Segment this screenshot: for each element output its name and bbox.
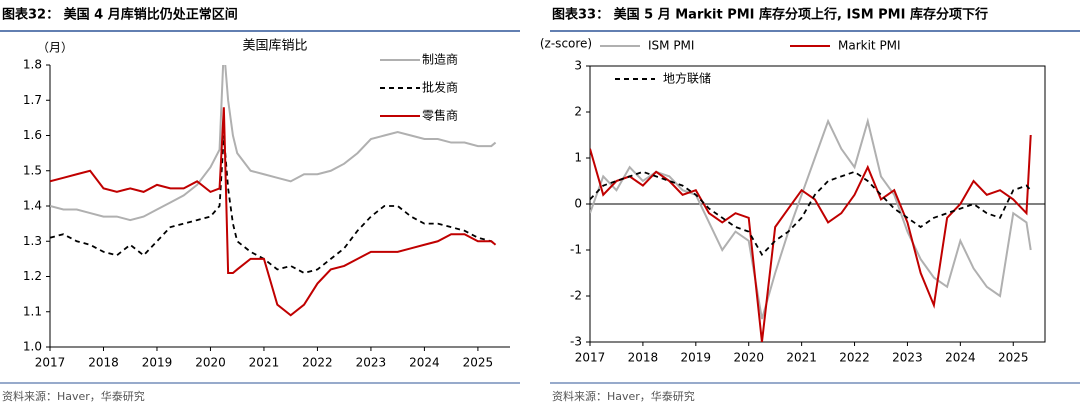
y-tick-label: 1.4 (23, 199, 42, 213)
y-tick-label: 1.8 (23, 58, 42, 72)
y-tick-label: 1.2 (23, 269, 42, 283)
x-tick-label: 2025 (998, 351, 1029, 365)
series-line (50, 135, 497, 274)
x-tick-label: 2022 (839, 351, 870, 365)
x-tick-label: 2017 (35, 356, 66, 370)
source-note: 资料来源：Haver，华泰研究 (2, 389, 145, 403)
x-tick-label: 2017 (575, 351, 606, 365)
series-line (50, 65, 497, 222)
x-tick-label: 2020 (195, 356, 226, 370)
y-tick-label: -1 (570, 243, 582, 257)
y-tick-label: 0 (574, 197, 582, 211)
source-note: 资料来源：Haver，华泰研究 (552, 389, 695, 403)
figure-caption: 图表33： 美国 5 月 Markit PMI 库存分项上行, ISM PMI … (552, 7, 988, 23)
y-tick-label: 1.6 (23, 128, 42, 142)
x-tick-label: 2025 (463, 356, 494, 370)
y-axis-label: （月） (37, 41, 73, 55)
legend-label: 零售商 (422, 108, 458, 123)
x-tick-label: 2023 (892, 351, 923, 365)
y-axis-label: (z-score) (540, 37, 592, 51)
series-line (590, 117, 1032, 320)
legend-label: 制造商 (422, 52, 458, 67)
series-line (50, 107, 497, 317)
x-tick-label: 2020 (733, 351, 764, 365)
x-tick-label: 2021 (786, 351, 817, 365)
x-tick-label: 2019 (142, 356, 173, 370)
y-tick-label: 1.7 (23, 93, 42, 107)
x-tick-label: 2021 (249, 356, 280, 370)
y-tick-label: 1.5 (23, 163, 42, 177)
plot-area (590, 117, 1032, 342)
y-tick-label: 2 (574, 105, 582, 119)
plot-area (50, 65, 497, 317)
x-tick-label: 2024 (945, 351, 976, 365)
y-tick-label: 1.1 (23, 304, 42, 318)
y-tick-label: 1.0 (23, 340, 42, 354)
x-tick-label: 2024 (409, 356, 440, 370)
y-tick-label: -3 (570, 335, 582, 349)
chart-title: 美国库销比 (242, 38, 307, 54)
y-tick-label: 1.3 (23, 234, 42, 248)
x-tick-label: 2023 (356, 356, 387, 370)
legend-label: 地方联储 (663, 71, 711, 86)
x-tick-label: 2018 (628, 351, 659, 365)
y-tick-label: -2 (570, 289, 582, 303)
y-tick-label: 1 (574, 151, 582, 165)
x-tick-label: 2018 (88, 356, 119, 370)
legend-label: 批发商 (422, 80, 458, 95)
legend-label: ISM PMI (648, 39, 694, 53)
figure-caption: 图表32： 美国 4 月库销比仍处正常区间 (2, 7, 238, 23)
x-tick-label: 2019 (681, 351, 712, 365)
x-tick-label: 2022 (302, 356, 333, 370)
legend-label: Markit PMI (838, 39, 901, 53)
series-line (590, 134, 1032, 342)
y-tick-label: 3 (574, 59, 582, 73)
series-line (590, 170, 1032, 257)
